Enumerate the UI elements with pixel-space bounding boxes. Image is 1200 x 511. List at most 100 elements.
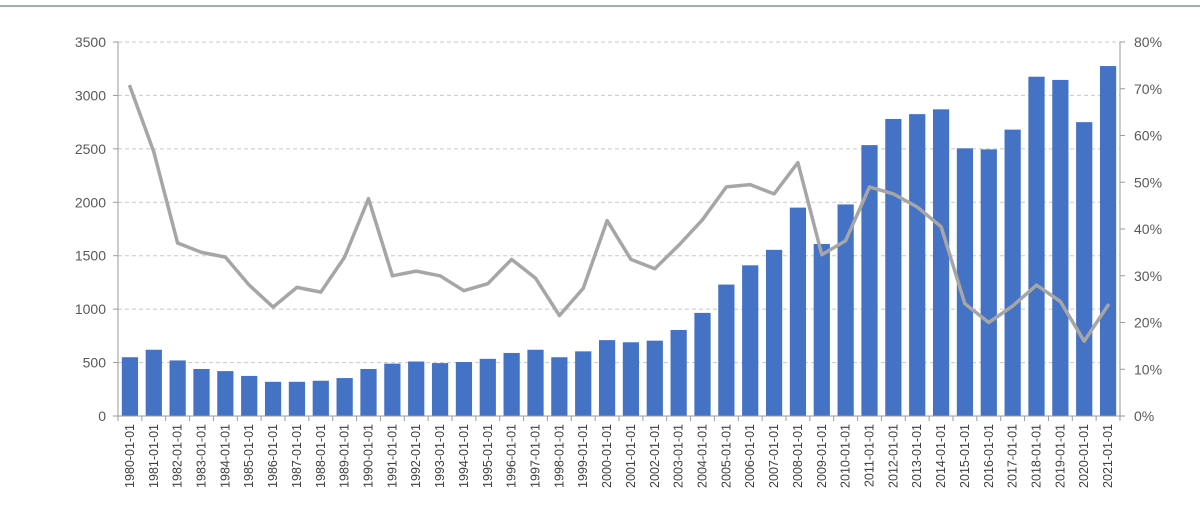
x-tick-label: 1998-01-01 bbox=[552, 424, 566, 488]
bar bbox=[670, 329, 687, 416]
x-tick-label: 1987-01-01 bbox=[290, 424, 304, 488]
x-tick-label: 2014-01-01 bbox=[934, 424, 948, 488]
ratio-line bbox=[128, 84, 1110, 343]
bar bbox=[121, 357, 139, 416]
x-tick-label: 2002-01-01 bbox=[648, 424, 662, 488]
x-tick-label: 1992-01-01 bbox=[409, 424, 423, 488]
right-tick-label: 30% bbox=[1134, 268, 1162, 284]
x-tick-label: 2012-01-01 bbox=[886, 424, 900, 488]
x-tick-label: 1981-01-01 bbox=[147, 424, 161, 488]
x-tick-label: 1990-01-01 bbox=[362, 424, 376, 488]
x-tick-label: 2019-01-01 bbox=[1053, 424, 1067, 488]
bar bbox=[646, 340, 663, 416]
right-tick-label: 0% bbox=[1134, 408, 1154, 424]
x-tick-label: 2013-01-01 bbox=[910, 424, 924, 488]
bar bbox=[336, 378, 353, 416]
left-tick-label: 2500 bbox=[75, 141, 106, 157]
x-tick-label: 2005-01-01 bbox=[719, 424, 733, 488]
bar bbox=[169, 360, 186, 416]
left-tick-label: 2000 bbox=[75, 194, 106, 210]
line-series bbox=[128, 84, 1110, 343]
x-tick-label: 1984-01-01 bbox=[218, 424, 232, 488]
bar bbox=[575, 351, 592, 416]
x-tick-label: 1980-01-01 bbox=[123, 424, 137, 488]
x-tick-label: 1985-01-01 bbox=[242, 424, 256, 488]
left-tick-label: 0 bbox=[98, 408, 106, 424]
bar bbox=[694, 312, 711, 416]
x-tick-label: 1993-01-01 bbox=[433, 424, 447, 488]
left-y-axis: 0 500 1000 1500 2000 2500 3000 3500 bbox=[75, 34, 119, 424]
bar bbox=[193, 368, 210, 416]
bar bbox=[598, 340, 616, 416]
x-tick-label: 2008-01-01 bbox=[791, 424, 805, 488]
right-tick-label: 50% bbox=[1134, 174, 1162, 190]
x-tick-label: 1995-01-01 bbox=[481, 424, 495, 488]
x-axis: 1980-01-01 1981-01-01 1982-01-01 1983-01-01… bbox=[117, 415, 1121, 488]
bar bbox=[264, 381, 282, 416]
x-tick-label: 2007-01-01 bbox=[767, 424, 781, 488]
bar bbox=[789, 207, 807, 416]
bar bbox=[980, 149, 997, 417]
x-tick-label: 2006-01-01 bbox=[743, 424, 757, 488]
x-tick-label: 2018-01-01 bbox=[1030, 424, 1044, 488]
left-tick-label: 1000 bbox=[75, 301, 106, 317]
x-tick-label: 1994-01-01 bbox=[457, 424, 471, 488]
bar bbox=[1099, 66, 1117, 417]
right-tick-label: 70% bbox=[1134, 81, 1162, 97]
bar bbox=[360, 368, 377, 416]
bar bbox=[503, 352, 520, 416]
x-tick-label: 2020-01-01 bbox=[1077, 424, 1091, 488]
left-tick-label: 1500 bbox=[75, 248, 106, 264]
bar bbox=[1076, 122, 1093, 417]
x-tick-label: 2015-01-01 bbox=[958, 424, 972, 488]
bar bbox=[527, 349, 544, 416]
right-tick-label: 40% bbox=[1134, 221, 1162, 237]
x-tick-label: 1986-01-01 bbox=[266, 424, 280, 488]
bar bbox=[718, 284, 735, 416]
bar bbox=[885, 118, 902, 417]
x-tick-label: 1997-01-01 bbox=[529, 424, 543, 488]
x-tick-label: 2021-01-01 bbox=[1101, 424, 1115, 488]
bar bbox=[1004, 129, 1021, 416]
x-tick-label: 2011-01-01 bbox=[863, 424, 877, 487]
bar bbox=[742, 265, 759, 416]
right-tick-label: 10% bbox=[1134, 361, 1162, 377]
right-tick-label: 60% bbox=[1134, 128, 1162, 144]
bar bbox=[551, 357, 568, 416]
x-tick-label: 1989-01-01 bbox=[338, 424, 352, 488]
bar bbox=[956, 148, 974, 416]
right-tick-label: 20% bbox=[1134, 315, 1162, 331]
left-tick-label: 3500 bbox=[75, 34, 106, 50]
x-tick-label: 1988-01-01 bbox=[314, 424, 328, 488]
x-tick-label: 1982-01-01 bbox=[171, 424, 185, 488]
bar bbox=[765, 249, 783, 416]
x-tick-label: 2004-01-01 bbox=[696, 424, 710, 488]
bar bbox=[479, 358, 496, 416]
x-tick-label: 2017-01-01 bbox=[1006, 424, 1020, 488]
grid-lines bbox=[118, 41, 1120, 364]
bar bbox=[622, 342, 640, 416]
bar bbox=[145, 349, 162, 416]
bar bbox=[1028, 76, 1045, 416]
bar bbox=[384, 363, 401, 416]
bar bbox=[932, 109, 950, 416]
x-tick-label: 2001-01-01 bbox=[624, 424, 638, 488]
left-tick-label: 500 bbox=[83, 355, 107, 371]
bar bbox=[408, 361, 425, 416]
bar bbox=[455, 362, 473, 416]
left-tick-label: 3000 bbox=[75, 87, 106, 103]
x-tick-label: 1991-01-01 bbox=[385, 424, 399, 488]
bar-series bbox=[121, 66, 1117, 417]
bar bbox=[909, 114, 926, 416]
right-tick-label: 80% bbox=[1134, 34, 1162, 50]
bar bbox=[431, 363, 449, 416]
x-tick-label: 1983-01-01 bbox=[195, 424, 209, 488]
x-tick-label: 2016-01-01 bbox=[982, 424, 996, 488]
bar bbox=[288, 381, 306, 416]
x-tick-label: 1999-01-01 bbox=[576, 424, 590, 488]
bar bbox=[813, 243, 830, 416]
bar bbox=[217, 371, 234, 416]
bar bbox=[861, 145, 878, 417]
right-y-axis: 0% 10% 20% 30% 40% 50% 60% 70% 80% bbox=[1119, 34, 1162, 424]
